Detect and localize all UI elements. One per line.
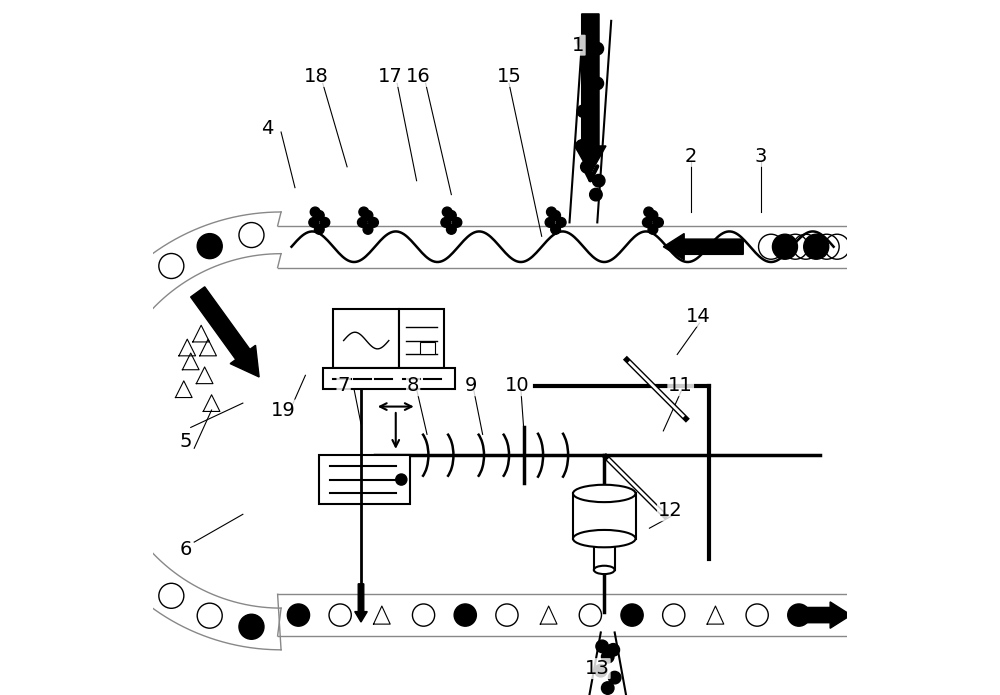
Circle shape bbox=[607, 644, 620, 656]
Circle shape bbox=[547, 207, 556, 217]
Circle shape bbox=[590, 188, 602, 201]
Circle shape bbox=[446, 211, 456, 220]
Circle shape bbox=[644, 207, 654, 217]
Text: 7: 7 bbox=[337, 376, 350, 395]
Bar bbox=[420, 342, 435, 354]
Text: 18: 18 bbox=[303, 67, 328, 86]
Circle shape bbox=[239, 614, 264, 639]
Text: 6: 6 bbox=[180, 539, 192, 559]
Circle shape bbox=[545, 218, 555, 227]
Circle shape bbox=[359, 207, 369, 217]
Circle shape bbox=[772, 234, 797, 259]
Circle shape bbox=[584, 49, 597, 62]
Circle shape bbox=[309, 218, 319, 227]
Circle shape bbox=[99, 316, 124, 341]
Circle shape bbox=[591, 42, 604, 55]
Circle shape bbox=[642, 218, 652, 227]
Circle shape bbox=[648, 224, 658, 234]
Circle shape bbox=[556, 218, 566, 227]
Text: 10: 10 bbox=[505, 376, 530, 395]
Circle shape bbox=[577, 105, 590, 117]
Circle shape bbox=[804, 234, 829, 259]
Circle shape bbox=[551, 211, 560, 220]
Text: 17: 17 bbox=[378, 67, 403, 86]
Circle shape bbox=[72, 440, 97, 465]
Ellipse shape bbox=[573, 530, 636, 548]
FancyArrow shape bbox=[792, 602, 851, 628]
Circle shape bbox=[788, 604, 810, 626]
FancyArrow shape bbox=[355, 584, 367, 622]
Text: 4: 4 bbox=[261, 119, 273, 138]
Text: 2: 2 bbox=[685, 147, 697, 166]
Ellipse shape bbox=[594, 566, 615, 574]
Circle shape bbox=[584, 133, 597, 145]
Circle shape bbox=[601, 682, 614, 694]
Circle shape bbox=[601, 651, 614, 663]
Circle shape bbox=[452, 218, 462, 227]
Circle shape bbox=[441, 218, 451, 227]
Circle shape bbox=[591, 77, 604, 90]
Bar bbox=[333, 309, 399, 368]
Circle shape bbox=[446, 224, 456, 234]
Bar bbox=[323, 368, 455, 389]
FancyArrow shape bbox=[191, 287, 259, 377]
Circle shape bbox=[596, 640, 608, 653]
Text: 14: 14 bbox=[686, 306, 710, 326]
Circle shape bbox=[320, 218, 330, 227]
Circle shape bbox=[592, 174, 605, 187]
Text: 15: 15 bbox=[497, 67, 521, 86]
Circle shape bbox=[442, 207, 452, 217]
Text: 12: 12 bbox=[658, 501, 683, 521]
Circle shape bbox=[621, 604, 643, 626]
Circle shape bbox=[314, 211, 324, 220]
Ellipse shape bbox=[573, 485, 636, 502]
Text: 11: 11 bbox=[668, 376, 693, 395]
Circle shape bbox=[310, 207, 320, 217]
Text: 8: 8 bbox=[407, 376, 419, 395]
Circle shape bbox=[396, 474, 407, 485]
Circle shape bbox=[648, 211, 658, 220]
Circle shape bbox=[608, 671, 621, 684]
Circle shape bbox=[577, 35, 590, 48]
Circle shape bbox=[197, 234, 222, 259]
FancyArrow shape bbox=[663, 234, 743, 260]
Circle shape bbox=[314, 224, 324, 234]
Bar bbox=[319, 455, 410, 504]
Text: 3: 3 bbox=[754, 147, 767, 166]
Bar bbox=[594, 535, 615, 570]
Circle shape bbox=[576, 140, 588, 152]
Text: 1: 1 bbox=[572, 35, 585, 55]
Circle shape bbox=[287, 604, 310, 626]
Text: 16: 16 bbox=[406, 67, 431, 86]
Circle shape bbox=[454, 604, 476, 626]
Circle shape bbox=[654, 218, 663, 227]
FancyArrow shape bbox=[575, 14, 606, 174]
Text: 5: 5 bbox=[180, 432, 192, 451]
Text: 13: 13 bbox=[585, 659, 610, 678]
Circle shape bbox=[551, 224, 560, 234]
Circle shape bbox=[126, 555, 151, 580]
Circle shape bbox=[369, 218, 378, 227]
Circle shape bbox=[363, 224, 373, 234]
Text: 9: 9 bbox=[465, 376, 477, 395]
Circle shape bbox=[581, 161, 593, 173]
Circle shape bbox=[595, 664, 607, 677]
Bar bbox=[399, 309, 444, 368]
Text: 19: 19 bbox=[271, 400, 296, 420]
Circle shape bbox=[358, 218, 367, 227]
Circle shape bbox=[363, 211, 373, 220]
Bar bbox=[573, 493, 636, 539]
